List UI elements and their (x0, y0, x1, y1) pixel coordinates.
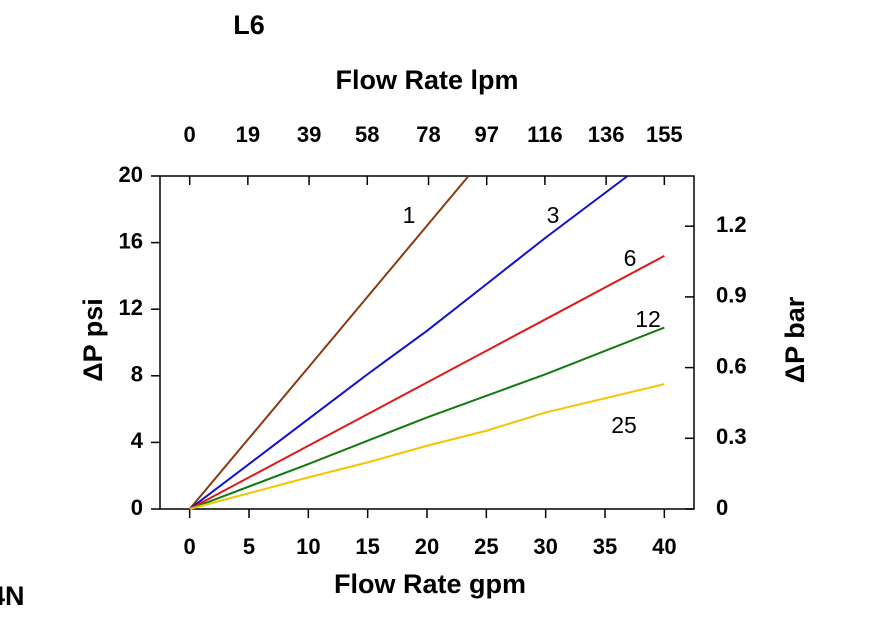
x-tick-label: 30 (533, 534, 557, 559)
y2-tick-label: 0.3 (716, 424, 747, 449)
y-tick-label: 16 (119, 228, 143, 253)
x-tick-label: 0 (184, 534, 196, 559)
y-tick-label: 4 (131, 428, 144, 453)
series-line (189, 255, 665, 510)
y-tick-label: 12 (119, 295, 143, 320)
series-label: 12 (635, 306, 661, 332)
series-line (189, 383, 665, 510)
x2-axis-title: Flow Rate lpm (335, 65, 518, 95)
corner-note: 4N (0, 581, 25, 611)
series-line (188, 175, 470, 510)
x2-tick-label: 97 (474, 122, 498, 147)
x2-tick-label: 58 (355, 122, 379, 147)
x-tick-label: 25 (474, 534, 498, 559)
y2-tick-label: 1.2 (716, 212, 747, 237)
y-axis-title: ΔP psi (78, 298, 108, 381)
x2-tick-label: 78 (416, 122, 440, 147)
series-label: 3 (547, 202, 560, 228)
x-tick-label: 15 (355, 534, 379, 559)
series-label: 6 (624, 245, 637, 271)
x-axis-title: Flow Rate gpm (334, 569, 526, 599)
x2-tick-label: 155 (646, 122, 683, 147)
x2-tick-label: 19 (236, 122, 260, 147)
series-line (189, 326, 665, 510)
x-tick-label: 10 (296, 534, 320, 559)
chart-title: L6 (233, 10, 265, 40)
x-tick-label: 5 (243, 534, 255, 559)
x-tick-label: 40 (652, 534, 676, 559)
series-line (189, 175, 629, 510)
y-tick-label: 8 (131, 362, 143, 387)
x2-tick-label: 116 (527, 122, 563, 147)
y2-axis-title: ΔP bar (780, 296, 810, 383)
x-tick-label: 20 (415, 534, 439, 559)
y2-tick-label: 0 (716, 495, 728, 520)
x2-tick-label: 0 (184, 122, 196, 147)
y2-tick-label: 0.6 (716, 353, 747, 378)
x2-tick-label: 136 (588, 122, 625, 147)
x2-tick-label: 39 (297, 122, 321, 147)
y2-tick-label: 0.9 (716, 283, 747, 308)
y-tick-label: 20 (119, 162, 143, 187)
y-tick-label: 0 (131, 495, 143, 520)
series-label: 1 (403, 202, 416, 228)
x-tick-label: 35 (593, 534, 617, 559)
series-label: 25 (611, 412, 637, 438)
